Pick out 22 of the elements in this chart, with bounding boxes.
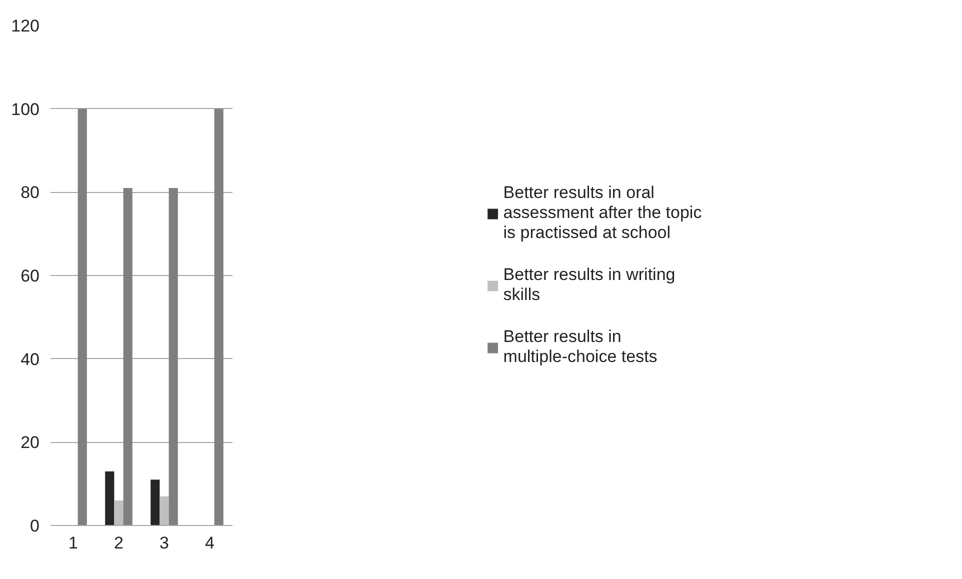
bar (214, 108, 224, 526)
y-tick-label: 40 (20, 350, 40, 369)
x-tick-label: 2 (114, 534, 124, 552)
legend-label: Better results in multiple-choice tests (503, 327, 658, 367)
legend-label: Better results in oral assessment after the topic is practissed at school (503, 183, 702, 243)
bar (78, 108, 87, 526)
bar (114, 500, 124, 526)
y-tick-label: 60 (20, 266, 40, 286)
bar (105, 471, 114, 526)
x-tick-label: 4 (205, 534, 214, 552)
x-tick-label: 1 (68, 534, 78, 552)
bar (168, 188, 178, 526)
y-tick-label: 0 (30, 516, 40, 536)
bar (123, 188, 132, 526)
bar (160, 496, 169, 526)
y-tick-label: 100 (11, 100, 40, 119)
legend-label: Better results in writing skills (503, 265, 676, 305)
bar (150, 480, 160, 526)
y-tick-label: 20 (20, 433, 40, 452)
x-tick-label: 3 (160, 534, 169, 552)
y-tick-label: 120 (11, 16, 40, 36)
y-tick-label: 80 (20, 183, 40, 202)
